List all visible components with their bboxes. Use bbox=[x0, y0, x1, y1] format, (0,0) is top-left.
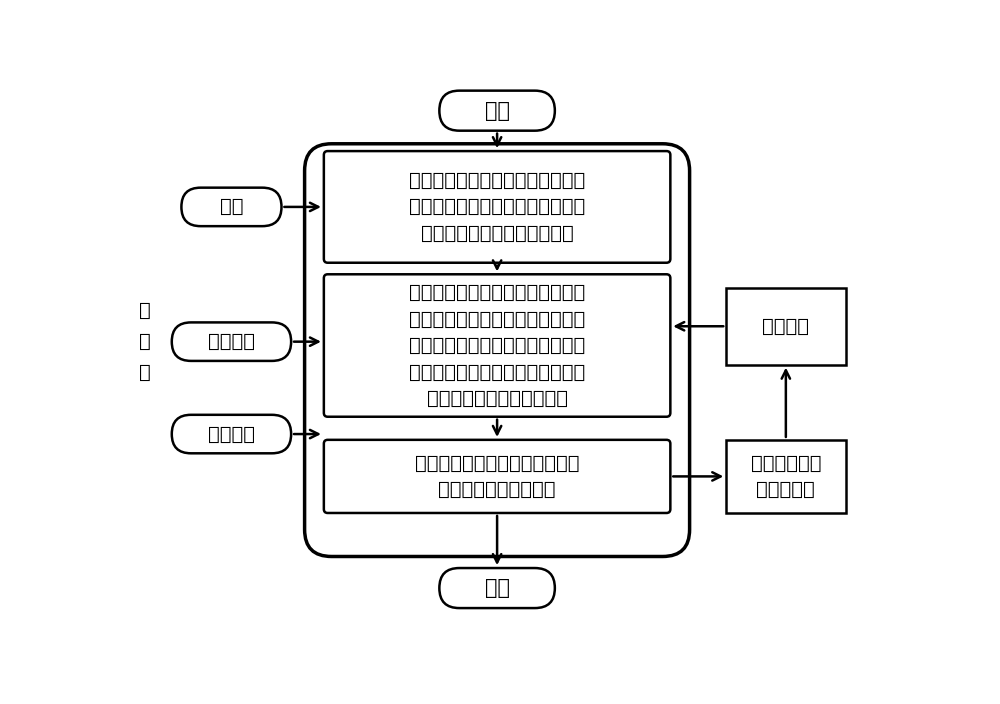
Text: 可行域内离散发动机转矩，划分网
格，并求解相应的电机转矩，计算
相应的发动机燃油消耗，计算离散
点对应的发动机、电机功率，进而
获得相应的等效燃油消耗量: 可行域内离散发动机转矩，划分网 格，并求解相应的电机转矩，计算 相应的发动机燃油… bbox=[409, 283, 585, 408]
Text: 初始化，设置相关参数，包括发动
机燃油消耗、电机效率特性数据、
外特性数据等，确定约束条件: 初始化，设置相关参数，包括发动 机燃油消耗、电机效率特性数据、 外特性数据等，确… bbox=[409, 171, 585, 243]
Text: 结束: 结束 bbox=[485, 578, 510, 598]
Text: 转速: 转速 bbox=[220, 197, 243, 216]
Text: 等效因子: 等效因子 bbox=[208, 425, 255, 444]
FancyBboxPatch shape bbox=[439, 568, 555, 608]
Text: 输
入
量: 输 入 量 bbox=[139, 301, 150, 382]
Text: 整车模型: 整车模型 bbox=[762, 317, 809, 336]
FancyBboxPatch shape bbox=[324, 275, 670, 417]
FancyBboxPatch shape bbox=[324, 151, 670, 263]
FancyBboxPatch shape bbox=[172, 415, 291, 453]
Text: 需求转矩: 需求转矩 bbox=[208, 332, 255, 351]
FancyBboxPatch shape bbox=[726, 440, 846, 513]
Text: 求解最小等效燃油消耗量对应的
优化发动机、电机转矩: 求解最小等效燃油消耗量对应的 优化发动机、电机转矩 bbox=[415, 453, 579, 499]
FancyBboxPatch shape bbox=[305, 144, 690, 556]
FancyBboxPatch shape bbox=[439, 91, 555, 131]
Text: 开始: 开始 bbox=[485, 101, 510, 120]
FancyBboxPatch shape bbox=[172, 322, 291, 361]
Text: 优化的电机、
发动机转矩: 优化的电机、 发动机转矩 bbox=[751, 453, 821, 499]
FancyBboxPatch shape bbox=[726, 288, 846, 365]
FancyBboxPatch shape bbox=[324, 440, 670, 513]
FancyBboxPatch shape bbox=[181, 188, 282, 226]
